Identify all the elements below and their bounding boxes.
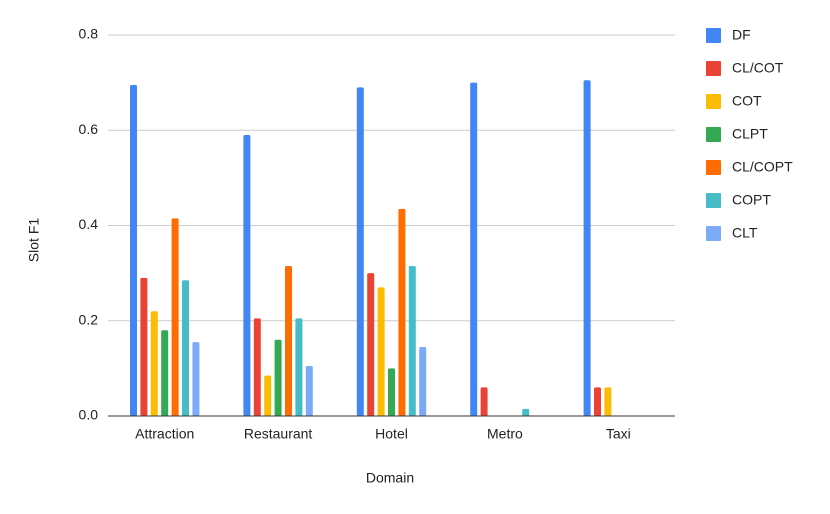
bar [367,273,375,416]
bar [583,80,591,417]
legend-label: CLPT [732,126,768,142]
legend-swatch [706,160,721,175]
y-tick-label: 0.0 [79,407,99,423]
bar [192,342,200,416]
bar [604,387,612,416]
bar [295,318,303,416]
bar [264,375,272,416]
bar [594,387,601,416]
bar [388,368,395,416]
bar [161,330,169,416]
legend-label: CL/COPT [732,159,793,175]
x-axis-title: Domain [366,470,414,486]
bar [408,265,416,416]
legend-label: CLT [732,225,758,241]
y-tick-label: 0.6 [79,121,99,137]
x-tick-label: Hotel [375,426,408,442]
legend-swatch [706,193,721,208]
bar [130,85,137,416]
x-tick-label: Metro [487,426,523,442]
bar [480,387,488,416]
legend-label: DF [732,27,751,43]
y-tick-label: 0.2 [79,311,99,327]
bar [182,280,189,416]
bar [150,311,158,416]
bar [398,208,406,416]
bar [171,218,179,416]
bar [305,365,313,416]
legend-swatch [706,226,721,241]
y-axis-title: Slot F1 [26,218,42,263]
bar [140,277,148,416]
y-tick-label: 0.4 [79,216,99,232]
bar [419,346,427,416]
bar [274,339,282,416]
bar [253,318,261,416]
bar [470,82,478,416]
legend-swatch [706,61,721,76]
bar [356,87,364,416]
bar [522,408,530,416]
bar [243,135,251,416]
x-tick-label: Attraction [135,426,194,442]
legend-swatch [706,127,721,142]
legend-label: COT [732,93,762,109]
x-tick-label: Restaurant [244,426,313,442]
bar [285,265,292,416]
legend-label: CL/COT [732,60,784,76]
x-tick-label: Taxi [606,426,631,442]
legend-swatch [706,28,721,43]
legend-label: COPT [732,192,771,208]
legend-swatch [706,94,721,109]
bar [377,287,385,416]
y-tick-label: 0.8 [79,26,99,42]
